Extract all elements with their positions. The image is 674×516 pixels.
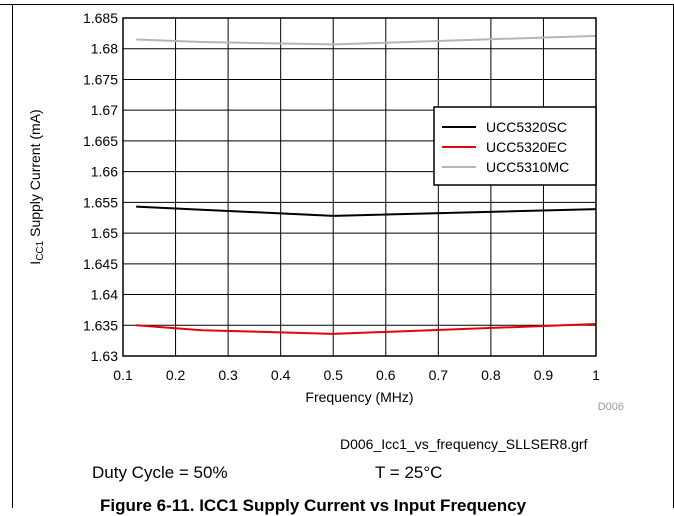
figure-caption: Figure 6-11. ICC1 Supply Current vs Inpu…	[100, 496, 527, 515]
y-tick-label: 1.655	[83, 194, 118, 210]
y-tick-label: 1.665	[83, 133, 118, 149]
y-tick-label: 1.635	[83, 317, 118, 333]
figure-frame-left	[12, 4, 13, 508]
x-tick-label: 0.1	[113, 367, 133, 383]
y-tick-label: 1.68	[91, 41, 118, 57]
x-tick-label: 0.2	[166, 367, 186, 383]
grid-lines	[122, 17, 597, 357]
y-tick-label: 1.645	[83, 256, 118, 272]
legend: UCC5320SC UCC5320EC UCC5310MC	[433, 106, 597, 186]
chart-code-label: D006	[598, 401, 624, 413]
legend-entry: UCC5320SC	[486, 119, 567, 135]
x-tick-label: 0.3	[218, 367, 238, 383]
legend-entry: UCC5320EC	[486, 139, 567, 155]
x-tick-label: 1	[592, 367, 600, 383]
y-tick-label: 1.64	[91, 287, 118, 303]
graph-file-name: D006_Icc1_vs_frequency_SLLSER8.grf	[340, 436, 588, 452]
figure-frame-top	[0, 4, 674, 5]
chart: 1.63 1.635 1.64 1.645 1.65 1.655 1.66 1.665 1.67…	[27, 10, 624, 413]
y-tick-labels: 1.63 1.635 1.64 1.645 1.65 1.655 1.66 1.665 1.67…	[83, 10, 118, 364]
y-tick-label: 1.685	[83, 10, 118, 26]
series-line-ucc5320sc	[136, 205, 597, 217]
y-axis-label-main: I	[27, 261, 43, 265]
series-line-ucc5310mc	[136, 34, 597, 46]
y-tick-label: 1.67	[91, 102, 118, 118]
x-tick-label: 0.4	[271, 367, 291, 383]
series-lines	[136, 34, 597, 335]
y-tick-label: 1.65	[91, 225, 118, 241]
x-tick-labels: 0.1 0.2 0.3 0.4 0.5 0.6 0.7 0.8 0.9 1	[113, 367, 600, 383]
y-axis-label-sub: CC1	[35, 240, 46, 260]
x-tick-label: 0.6	[376, 367, 396, 383]
y-tick-label: 1.66	[91, 164, 118, 180]
temperature-condition: T = 25°C	[375, 463, 443, 482]
y-axis-label-rest: Supply Current (mA)	[27, 109, 43, 240]
y-axis-label: ICC1 Supply Current (mA)	[27, 109, 46, 264]
duty-cycle-condition: Duty Cycle = 50%	[92, 463, 228, 482]
y-tick-label: 1.675	[83, 71, 118, 87]
legend-entry: UCC5310MC	[486, 159, 569, 175]
x-tick-label: 0.5	[323, 367, 343, 383]
x-tick-label: 0.9	[534, 367, 554, 383]
series-line-ucc5320ec	[136, 323, 597, 335]
plot-area-border	[122, 17, 597, 357]
x-tick-label: 0.8	[481, 367, 501, 383]
x-tick-label: 0.7	[429, 367, 449, 383]
x-axis-label: Frequency (MHz)	[305, 389, 413, 405]
y-tick-label: 1.63	[91, 348, 118, 364]
